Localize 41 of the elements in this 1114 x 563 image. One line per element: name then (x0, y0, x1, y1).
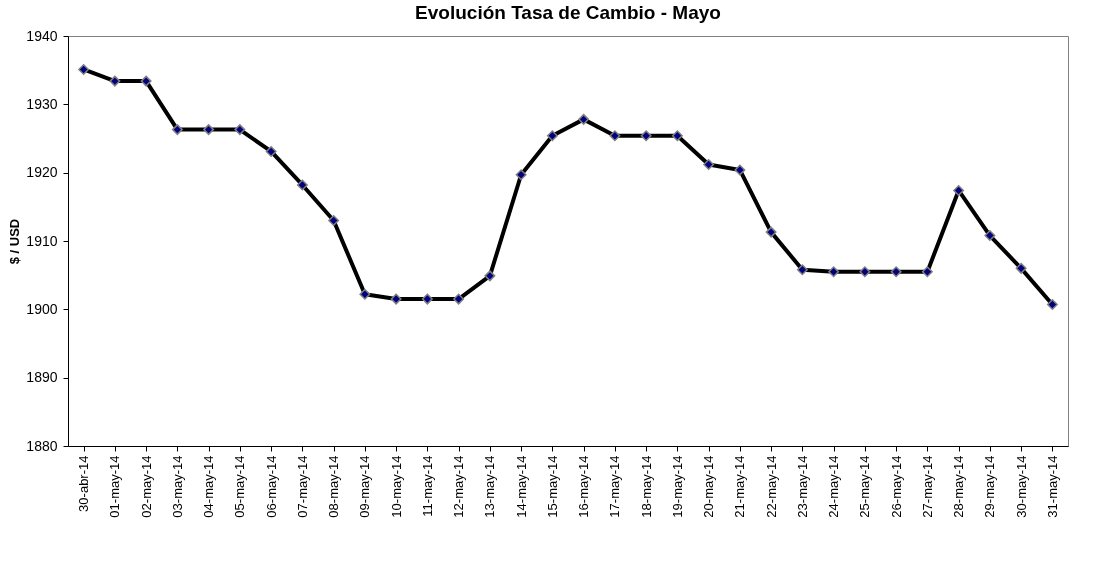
x-tick-label: 03-may-14 (169, 455, 185, 518)
x-tick-label: 26-may-14 (888, 455, 904, 518)
x-tick-label: 15-may-14 (544, 455, 560, 518)
x-tick-label: 11-may-14 (419, 455, 435, 517)
x-tick-label: 16-may-14 (576, 455, 592, 518)
x-tick-label: 17-may-14 (607, 455, 623, 518)
y-tick-label: 1930 (26, 95, 58, 112)
chart-title: Evolución Tasa de Cambio - Mayo (415, 2, 721, 23)
x-tick-label: 24-may-14 (826, 455, 842, 518)
x-tick-label: 07-may-14 (294, 455, 310, 518)
x-tick-label: 28-may-14 (951, 455, 967, 518)
x-tick-label: 10-may-14 (388, 455, 404, 518)
x-tick-label: 06-may-14 (263, 455, 279, 518)
y-axis-title: $ / USD (7, 218, 23, 265)
x-tick-label: 19-may-14 (669, 455, 685, 518)
x-tick-label: 23-may-14 (794, 455, 810, 518)
x-tick-label: 09-may-14 (357, 455, 373, 518)
y-tick-label: 1880 (26, 437, 58, 454)
x-tick-label: 21-may-14 (732, 455, 748, 518)
x-tick-label: 20-may-14 (701, 455, 717, 518)
x-tick-label: 13-may-14 (482, 455, 498, 518)
x-tick-label: 14-may-14 (513, 455, 529, 518)
x-tick-label: 05-may-14 (232, 455, 248, 518)
x-tick-label: 31-may-14 (1044, 455, 1060, 518)
y-tick-label: 1890 (26, 369, 58, 386)
y-tick-label: 1900 (26, 300, 58, 317)
x-tick-label: 04-may-14 (201, 455, 217, 518)
x-tick-label: 08-may-14 (326, 455, 342, 518)
y-tick-label: 1910 (26, 232, 58, 249)
x-tick-label: 18-may-14 (638, 455, 654, 518)
x-tick-label: 29-may-14 (982, 455, 998, 518)
x-tick-label: 02-may-14 (138, 455, 154, 518)
x-tick-label: 22-may-14 (763, 455, 779, 518)
y-tick-label: 1940 (26, 27, 58, 44)
y-tick-label: 1920 (26, 164, 58, 181)
x-tick-label: 25-may-14 (857, 455, 873, 518)
x-tick-label: 30-abr-14 (76, 455, 92, 512)
x-tick-label: 12-may-14 (451, 455, 467, 518)
x-tick-label: 27-may-14 (919, 455, 935, 518)
x-tick-label: 30-may-14 (1013, 455, 1029, 518)
x-tick-label: 01-may-14 (107, 455, 123, 518)
